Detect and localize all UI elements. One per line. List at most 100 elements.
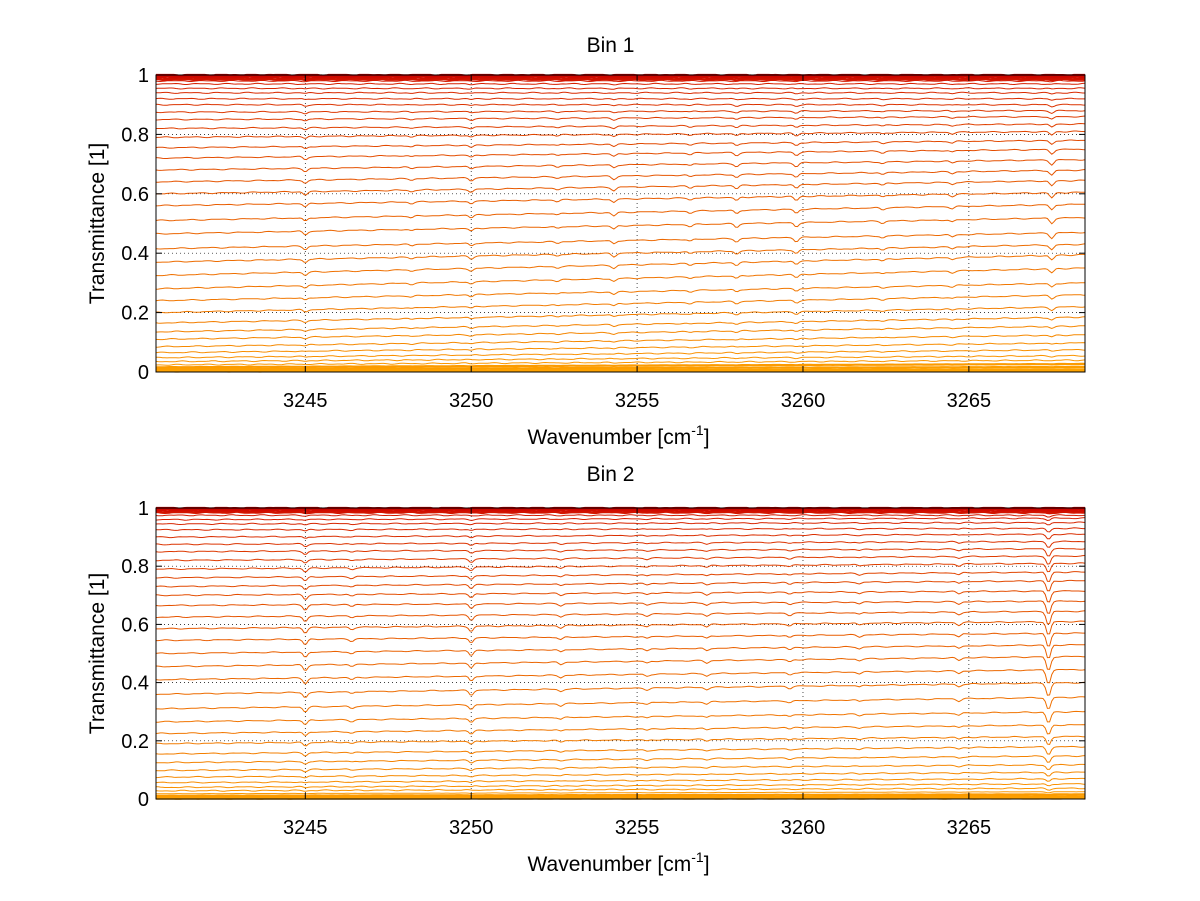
series-line xyxy=(155,139,1085,150)
series-line xyxy=(155,368,1085,372)
series-line xyxy=(155,521,1086,526)
y-axis-label: Transmittance [1] xyxy=(86,573,109,734)
series-line xyxy=(155,169,1086,184)
series-line xyxy=(155,562,1086,573)
x-axis-label-superscript: -1 xyxy=(691,849,704,865)
series-line xyxy=(155,555,1086,565)
series-line xyxy=(155,191,1085,208)
chart-title: Bin 1 xyxy=(587,34,635,57)
series-line xyxy=(155,267,1085,290)
series-line xyxy=(155,109,1086,115)
series-line xyxy=(156,791,1085,795)
series-line xyxy=(155,571,1085,582)
axes-box xyxy=(155,74,1086,373)
x-tick-label: 3260 xyxy=(781,390,826,412)
x-tick-label: 3265 xyxy=(947,390,992,412)
y-tick-label: 0 xyxy=(138,789,149,811)
series-line xyxy=(155,533,1085,540)
series-line xyxy=(155,282,1085,302)
series-line xyxy=(155,509,1086,513)
series-line xyxy=(155,724,1086,736)
series-line xyxy=(155,681,1086,698)
series-line xyxy=(155,325,1086,341)
series-line xyxy=(155,158,1086,173)
series-line xyxy=(155,316,1086,333)
y-tick-label: 0.8 xyxy=(121,124,149,146)
x-tick-label: 3255 xyxy=(615,817,660,839)
series-line xyxy=(155,354,1086,363)
series-line xyxy=(156,793,1085,797)
series-line xyxy=(155,148,1086,161)
x-tick-label: 3255 xyxy=(615,390,660,412)
y-tick-label: 0.2 xyxy=(121,303,149,325)
series-line xyxy=(155,115,1086,122)
x-tick-label: 3250 xyxy=(449,390,494,412)
bin-2-chart: 3245 3250 3255 3260 3265 0 0.2 0.4 0.6 0.8 1 Bin 2 W… xyxy=(86,463,1086,876)
series-line xyxy=(156,91,1085,95)
x-tick-label: 3245 xyxy=(283,390,328,412)
y-tick-label: 0.8 xyxy=(121,556,149,578)
y-tick-label: 0.4 xyxy=(121,673,149,695)
series-line xyxy=(155,610,1086,625)
x-tick-label: 3250 xyxy=(449,817,494,839)
series-line xyxy=(156,696,1086,712)
series-line xyxy=(156,795,1086,799)
x-axis-label-suffix: ] xyxy=(704,853,710,876)
series-line xyxy=(155,644,1086,659)
axes-box xyxy=(155,507,1086,800)
series-line xyxy=(155,600,1086,614)
bin-1-chart: 3245 3250 3255 3260 3265 0 0.2 0.4 0.6 0.8 1 Bin 1 W… xyxy=(86,34,1086,449)
series-line xyxy=(155,359,1086,366)
x-tick-label: 3245 xyxy=(283,817,328,839)
x-axis-label-text: Wavenumber [cm xyxy=(527,853,691,876)
series-line xyxy=(156,632,1085,647)
series-line xyxy=(155,82,1086,86)
x-axis-label-superscript: -1 xyxy=(691,422,704,438)
series-line xyxy=(156,620,1086,635)
x-axis-label: Wavenumber [cm-1] xyxy=(527,849,709,876)
series-line xyxy=(156,362,1086,369)
series-line xyxy=(155,787,1086,792)
y-tick-label: 0.2 xyxy=(121,731,149,753)
series-line xyxy=(155,103,1086,108)
series-line xyxy=(155,76,1085,80)
series-line xyxy=(155,87,1086,90)
plot-area xyxy=(156,75,1085,372)
series-line xyxy=(155,669,1086,684)
series-line xyxy=(156,294,1086,314)
series-line xyxy=(156,253,1086,277)
series-line xyxy=(155,590,1086,603)
series-group xyxy=(155,73,1086,373)
plot-area xyxy=(156,508,1085,799)
series-line xyxy=(156,179,1086,196)
series-line xyxy=(155,342,1086,354)
series-line xyxy=(155,763,1086,773)
series-line xyxy=(155,231,1086,251)
series-line xyxy=(156,349,1086,359)
series-line xyxy=(155,579,1085,592)
series-line xyxy=(155,735,1086,747)
series-line xyxy=(155,77,1086,82)
series-line xyxy=(155,540,1086,548)
series-line xyxy=(156,710,1086,725)
series-line xyxy=(155,243,1086,263)
x-tick-label: 3260 xyxy=(781,817,826,839)
chart-title: Bin 2 xyxy=(587,463,635,486)
series-line xyxy=(155,777,1086,784)
y-tick-label: 1 xyxy=(138,498,149,520)
series-line xyxy=(156,527,1085,533)
series-line xyxy=(155,514,1086,518)
x-axis-label-suffix: ] xyxy=(704,426,710,449)
series-line xyxy=(155,517,1086,522)
y-tick-label: 0 xyxy=(138,362,149,384)
series-line xyxy=(155,547,1086,557)
y-tick-label: 0.6 xyxy=(121,184,149,206)
y-tick-label: 0.4 xyxy=(121,243,149,265)
series-line xyxy=(156,755,1086,765)
y-tick-label: 1 xyxy=(138,65,149,87)
series-line xyxy=(155,655,1086,671)
series-line xyxy=(155,510,1086,515)
series-line xyxy=(155,203,1085,222)
series-line xyxy=(156,365,1085,371)
